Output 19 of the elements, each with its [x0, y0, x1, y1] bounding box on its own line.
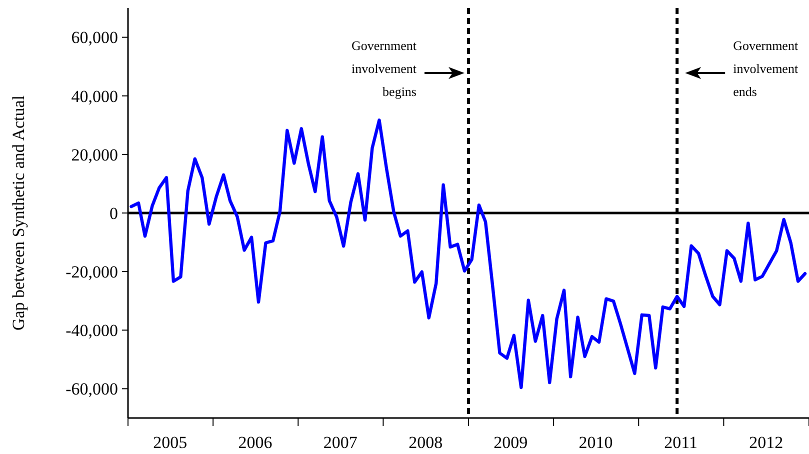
x-tick-label: 2009 [494, 433, 528, 452]
x-tick-label: 2006 [238, 433, 272, 452]
y-tick-label: -40,000 [66, 321, 118, 340]
x-tick-label: 2012 [749, 433, 784, 452]
y-axis-title: Gap between Synthetic and Actual [9, 95, 28, 331]
annotation: Government involvement ends [733, 38, 798, 99]
x-tick-label: 2010 [578, 433, 613, 452]
x-tick-label: 2011 [664, 433, 698, 452]
y-tick-label: 20,000 [71, 145, 118, 164]
x-tick-label: 2007 [323, 433, 358, 452]
y-tick-label: 40,000 [71, 86, 118, 106]
x-tick-label: 2008 [408, 433, 443, 452]
annotation: Government involvement begins [352, 38, 417, 99]
y-tick-label: -20,000 [66, 262, 118, 282]
y-tick-label: -60,000 [66, 380, 118, 399]
line-series [130, 118, 807, 390]
x-tick-label: 2005 [153, 433, 188, 452]
y-tick-label: 60,000 [71, 28, 118, 48]
y-tick-label: 0 [110, 204, 118, 223]
